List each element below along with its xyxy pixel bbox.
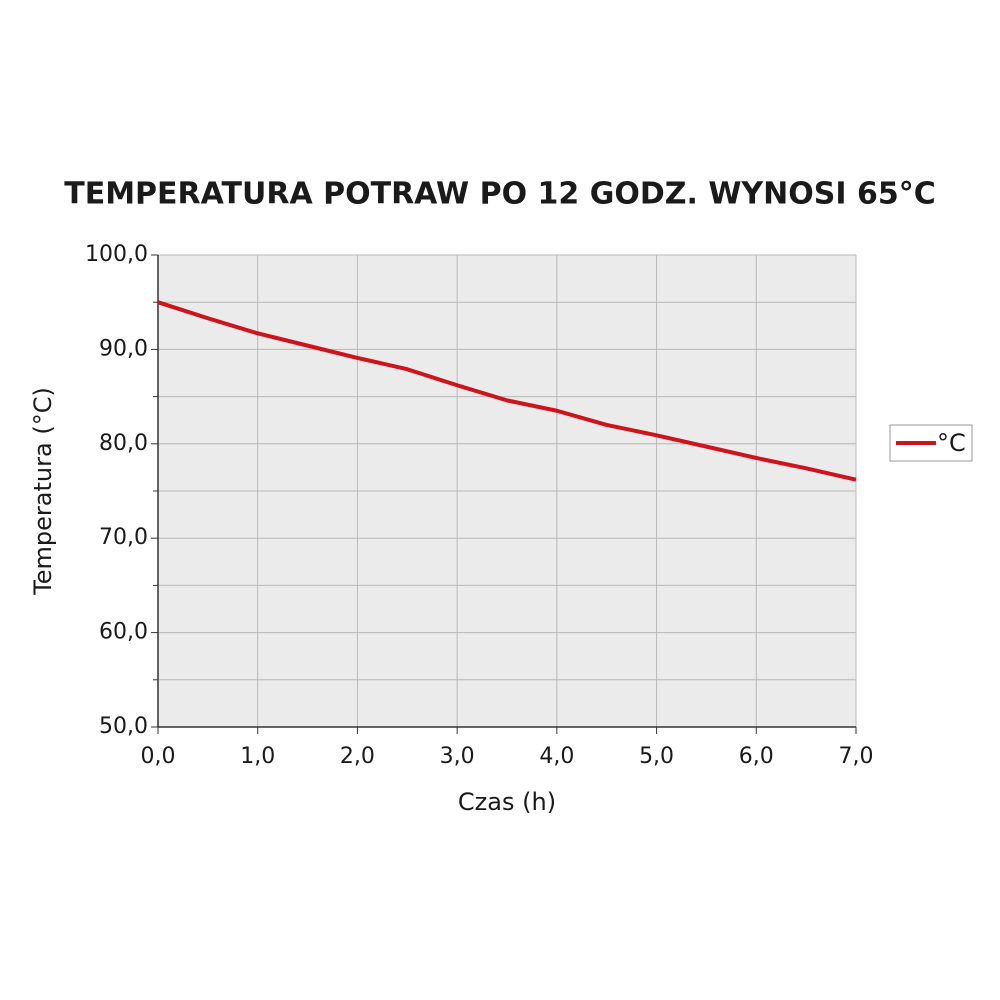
x-tick-label: 0,0: [141, 744, 176, 769]
y-tick-label: 60,0: [99, 620, 148, 645]
x-axis-label: Czas (h): [458, 788, 556, 816]
legend-label: °C: [937, 429, 966, 457]
y-tick-label: 70,0: [99, 525, 148, 550]
y-tick-label: 100,0: [85, 242, 148, 267]
x-tick-label: 3,0: [440, 744, 475, 769]
data-line: [157, 300, 857, 482]
x-tick-label: 7,0: [839, 744, 874, 769]
x-tick-label: 2,0: [340, 744, 375, 769]
chart-title: TEMPERATURA POTRAW PO 12 GODZ. WYNOSI 65…: [64, 177, 935, 212]
x-tick-label: 6,0: [739, 744, 774, 769]
y-axis-label: Temperatura (°C): [29, 387, 57, 596]
y-tick-label: 80,0: [99, 431, 148, 456]
y-tick-label: 50,0: [99, 714, 148, 739]
x-tick-label: 1,0: [240, 744, 275, 769]
x-tick-label: 5,0: [639, 744, 674, 769]
x-tick-label: 4,0: [539, 744, 574, 769]
y-tick-label: 90,0: [99, 336, 148, 361]
